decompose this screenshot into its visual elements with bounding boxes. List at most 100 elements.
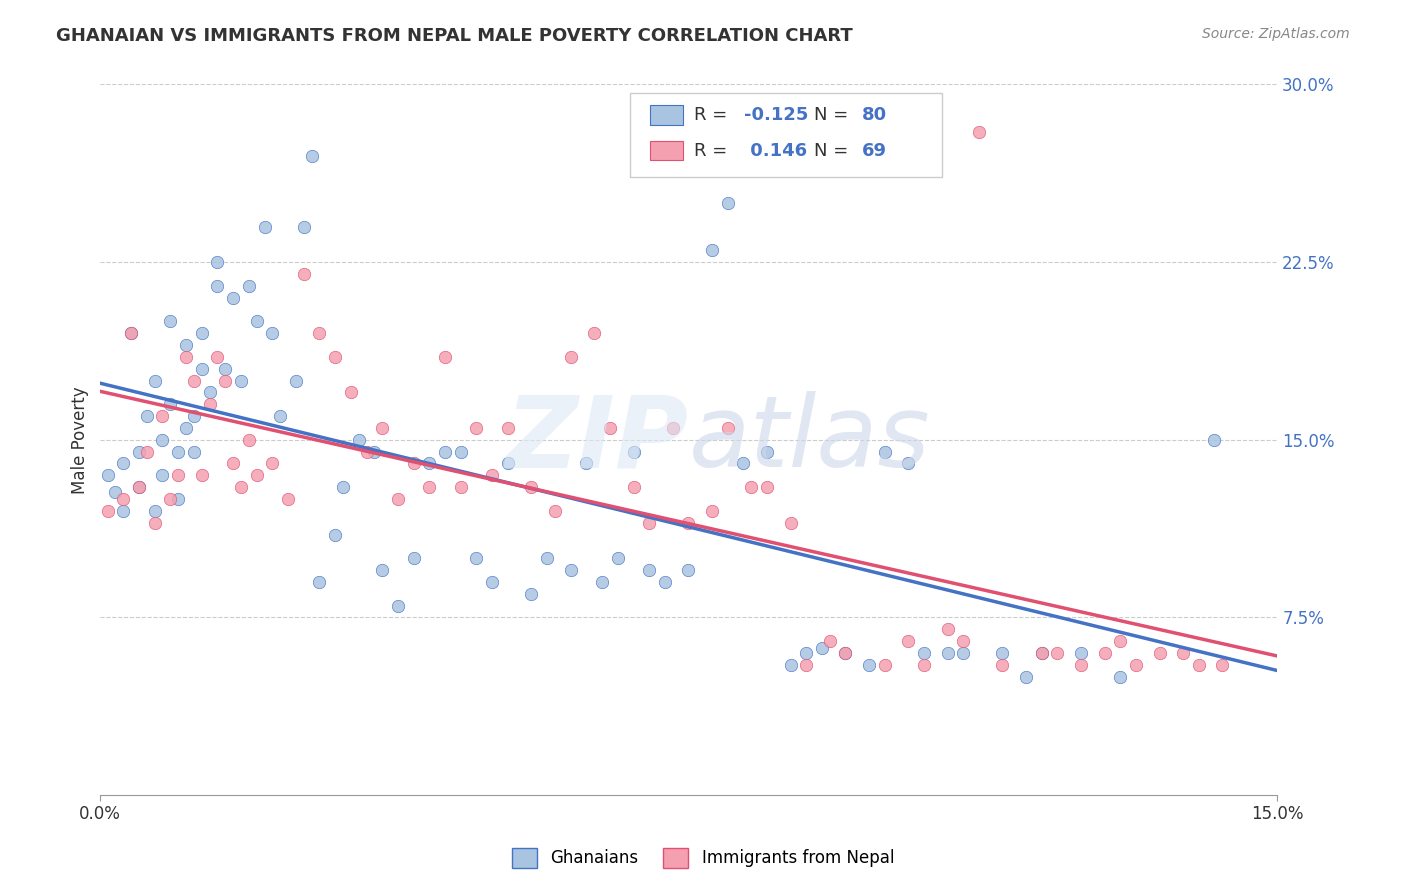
- FancyBboxPatch shape: [630, 93, 942, 177]
- Point: [834, 646, 856, 660]
- Point: [700, 244, 723, 258]
- Point: [238, 433, 260, 447]
- Point: [174, 350, 197, 364]
- Point: [308, 326, 330, 340]
- Point: [183, 444, 205, 458]
- Text: Source: ZipAtlas.com: Source: ZipAtlas.com: [1202, 27, 1350, 41]
- Point: [229, 374, 252, 388]
- Point: [229, 480, 252, 494]
- FancyBboxPatch shape: [650, 141, 682, 161]
- Point: [575, 457, 598, 471]
- Point: [418, 457, 440, 471]
- Point: [623, 444, 645, 458]
- Point: [183, 409, 205, 423]
- Point: [756, 480, 779, 494]
- Point: [159, 491, 181, 506]
- Point: [740, 480, 762, 494]
- Point: [1109, 670, 1132, 684]
- Point: [104, 484, 127, 499]
- Point: [450, 480, 472, 494]
- Point: [347, 433, 370, 447]
- Point: [207, 350, 229, 364]
- Point: [277, 491, 299, 506]
- Point: [167, 468, 190, 483]
- Text: -0.125: -0.125: [744, 106, 808, 124]
- Point: [481, 574, 503, 589]
- Point: [371, 563, 394, 577]
- Point: [332, 480, 354, 494]
- Text: R =: R =: [695, 142, 734, 160]
- Point: [991, 646, 1014, 660]
- Point: [700, 504, 723, 518]
- Point: [159, 314, 181, 328]
- Point: [301, 148, 323, 162]
- Point: [1031, 646, 1053, 660]
- Point: [779, 516, 801, 530]
- Point: [834, 646, 856, 660]
- Point: [465, 551, 488, 566]
- Point: [323, 527, 346, 541]
- Point: [1031, 646, 1053, 660]
- Point: [560, 350, 582, 364]
- Text: R =: R =: [695, 106, 734, 124]
- Point: [897, 457, 920, 471]
- Point: [936, 622, 959, 636]
- Point: [363, 444, 385, 458]
- Point: [434, 350, 457, 364]
- Point: [1070, 657, 1092, 672]
- Point: [387, 491, 409, 506]
- Point: [402, 551, 425, 566]
- Point: [246, 314, 269, 328]
- Text: atlas: atlas: [689, 392, 931, 488]
- Point: [952, 634, 974, 648]
- Point: [873, 657, 896, 672]
- Point: [991, 657, 1014, 672]
- Point: [308, 574, 330, 589]
- Point: [356, 444, 378, 458]
- Point: [207, 278, 229, 293]
- Point: [638, 516, 661, 530]
- Point: [794, 646, 817, 660]
- Point: [112, 491, 135, 506]
- Point: [222, 457, 245, 471]
- Point: [262, 457, 284, 471]
- Point: [606, 551, 628, 566]
- Text: ZIP: ZIP: [506, 392, 689, 488]
- Point: [198, 397, 221, 411]
- Point: [678, 516, 700, 530]
- Point: [143, 516, 166, 530]
- Point: [599, 421, 621, 435]
- Point: [1204, 433, 1226, 447]
- Point: [214, 374, 236, 388]
- Point: [135, 444, 157, 458]
- Point: [536, 551, 558, 566]
- Point: [174, 421, 197, 435]
- Point: [520, 587, 543, 601]
- Point: [135, 409, 157, 423]
- Point: [434, 444, 457, 458]
- Point: [717, 195, 740, 210]
- Point: [128, 480, 150, 494]
- Point: [717, 421, 740, 435]
- Point: [112, 504, 135, 518]
- Point: [818, 634, 841, 648]
- Point: [120, 326, 142, 340]
- Point: [858, 657, 880, 672]
- Point: [183, 374, 205, 388]
- Point: [159, 397, 181, 411]
- Point: [167, 444, 190, 458]
- Point: [1211, 657, 1233, 672]
- Point: [143, 374, 166, 388]
- Point: [371, 421, 394, 435]
- Point: [1094, 646, 1116, 660]
- Point: [756, 444, 779, 458]
- Point: [583, 326, 606, 340]
- Point: [174, 338, 197, 352]
- Point: [262, 326, 284, 340]
- Point: [418, 480, 440, 494]
- Point: [387, 599, 409, 613]
- Point: [340, 385, 363, 400]
- Point: [128, 480, 150, 494]
- Point: [520, 480, 543, 494]
- Point: [936, 646, 959, 660]
